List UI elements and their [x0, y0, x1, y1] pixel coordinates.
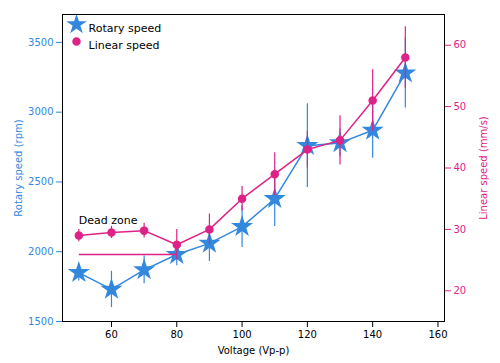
- svg-text:1500: 1500: [28, 316, 53, 327]
- svg-text:50: 50: [454, 101, 467, 112]
- svg-text:3500: 3500: [28, 37, 53, 48]
- svg-text:30: 30: [454, 224, 467, 235]
- svg-text:60: 60: [454, 39, 467, 50]
- svg-text:Rotary speed (rpm): Rotary speed (rpm): [13, 119, 24, 216]
- svg-text:80: 80: [170, 329, 183, 340]
- svg-text:120: 120: [298, 329, 317, 340]
- svg-text:Dead zone: Dead zone: [79, 214, 138, 227]
- svg-text:2000: 2000: [28, 246, 53, 257]
- svg-text:100: 100: [233, 329, 252, 340]
- svg-text:140: 140: [363, 329, 382, 340]
- svg-text:160: 160: [428, 329, 447, 340]
- svg-text:40: 40: [454, 162, 467, 173]
- svg-text:3000: 3000: [28, 106, 53, 117]
- svg-text:Voltage (Vp-p): Voltage (Vp-p): [218, 345, 290, 356]
- svg-text:20: 20: [454, 285, 467, 296]
- svg-text:2500: 2500: [28, 176, 53, 187]
- svg-text:Linear speed: Linear speed: [89, 39, 160, 52]
- svg-text:Rotary speed: Rotary speed: [89, 22, 162, 35]
- svg-text:60: 60: [105, 329, 118, 340]
- svg-text:Linear speed (mm/s): Linear speed (mm/s): [478, 116, 489, 220]
